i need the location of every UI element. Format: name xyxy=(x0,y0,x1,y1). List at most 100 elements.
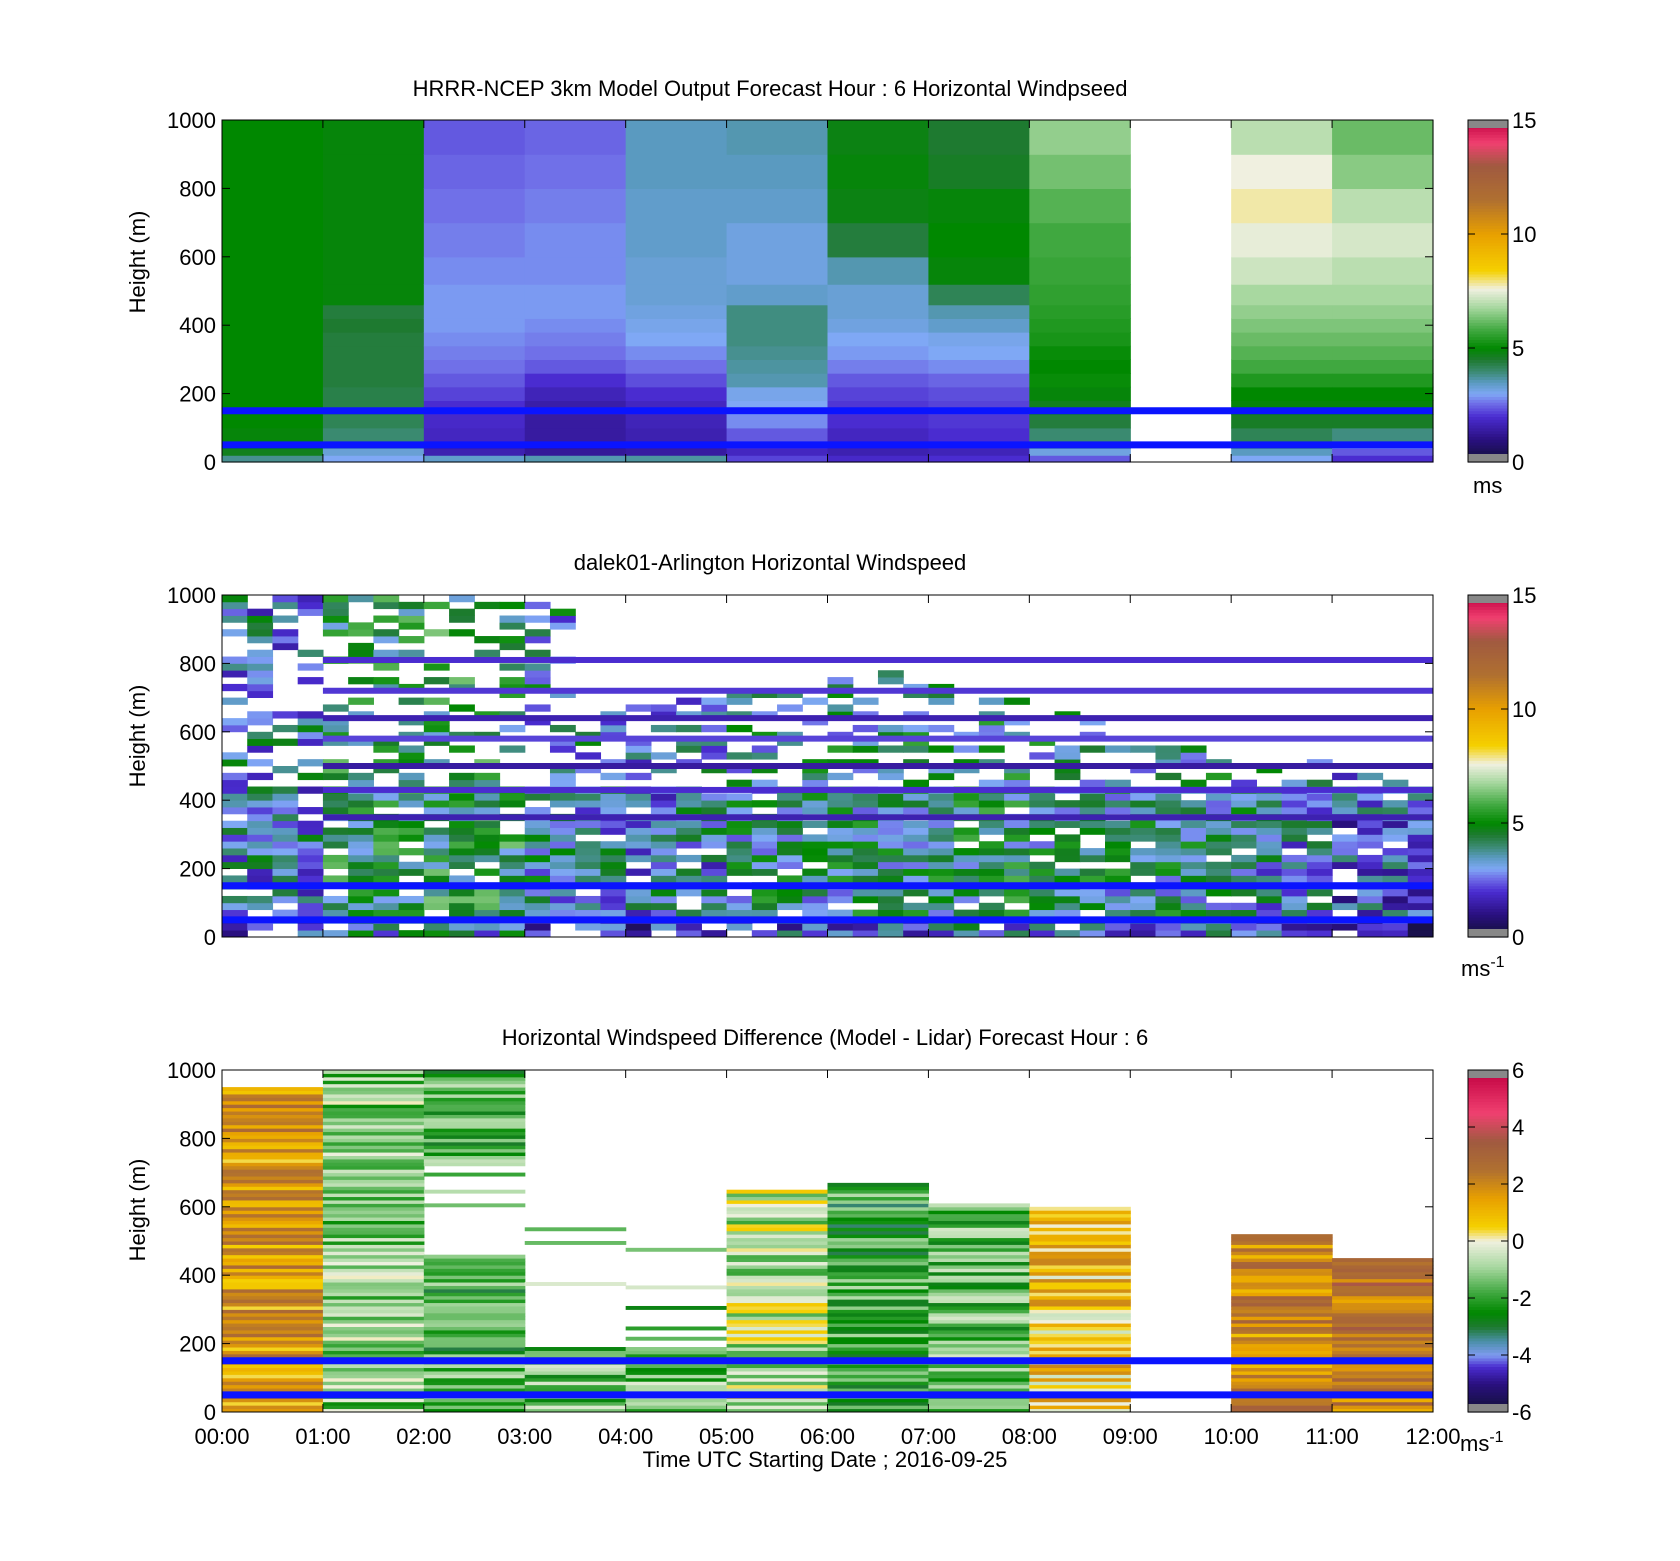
heatmap-cell xyxy=(928,1309,1030,1314)
heatmap-cell xyxy=(423,1408,526,1413)
heatmap-cell xyxy=(625,868,652,876)
heatmap-cell xyxy=(423,1100,526,1105)
heatmap-cell xyxy=(449,827,475,835)
heatmap-cell xyxy=(1004,930,1030,938)
heatmap-cell xyxy=(272,861,299,869)
heatmap-cell xyxy=(222,772,248,781)
heatmap-cell xyxy=(423,1155,526,1160)
heatmap-cell xyxy=(222,1288,324,1293)
x-tick-label: 01:00 xyxy=(295,1424,350,1449)
heatmap-cell xyxy=(827,1210,930,1215)
heatmap-cell xyxy=(600,868,627,876)
heatmap-cell xyxy=(701,711,728,719)
heatmap-cell xyxy=(222,1155,324,1160)
heatmap-cell xyxy=(1155,827,1182,835)
heatmap-cell xyxy=(322,1148,425,1153)
heatmap-cell xyxy=(1105,895,1131,904)
heatmap-cell xyxy=(222,656,248,664)
heatmap-cell xyxy=(1004,827,1030,835)
heatmap-cell xyxy=(247,786,274,794)
heatmap-cell xyxy=(928,683,955,692)
heatmap-cell xyxy=(322,1398,425,1403)
heatmap-cell xyxy=(827,690,854,698)
heatmap-cell xyxy=(827,1384,930,1389)
heatmap-cell xyxy=(726,1384,829,1389)
colorbar-segment xyxy=(1468,1369,1508,1373)
heatmap-cell xyxy=(348,779,374,787)
heatmap-cell xyxy=(222,1213,324,1218)
heatmap-cell xyxy=(272,601,299,610)
heatmap-cell xyxy=(978,718,1005,726)
heatmap-cell xyxy=(322,1114,425,1119)
heatmap-cell xyxy=(322,608,349,616)
heatmap-cell xyxy=(499,875,526,883)
heatmap-cell xyxy=(1332,1299,1434,1304)
heatmap-cell xyxy=(726,1388,829,1392)
heatmap-cell xyxy=(524,889,551,897)
colorbar-segment xyxy=(1468,1289,1508,1293)
colorbar-segment xyxy=(1468,419,1508,423)
heatmap-cell xyxy=(423,861,450,869)
heatmap-cell xyxy=(1004,841,1030,849)
heatmap-cell xyxy=(1029,1247,1131,1252)
heatmap-cell xyxy=(827,834,854,842)
heatmap-cell xyxy=(1029,868,1056,876)
heatmap-cell xyxy=(348,800,374,808)
colorbar-segment xyxy=(1468,145,1508,150)
colorbar-segment xyxy=(1468,880,1508,884)
heatmap-cell xyxy=(1155,930,1182,938)
heatmap-cell xyxy=(1029,1336,1131,1341)
heatmap-cell xyxy=(373,677,400,685)
heatmap-cell xyxy=(726,854,753,863)
heatmap-cell xyxy=(625,1247,728,1252)
colorbar-segment xyxy=(1468,328,1508,332)
heatmap-cell xyxy=(726,766,753,774)
heatmap-cell xyxy=(1155,923,1182,931)
heatmap-cell xyxy=(423,256,526,285)
colorbar-segment xyxy=(1468,154,1508,158)
heatmap-cell xyxy=(953,861,980,869)
heatmap-cell xyxy=(524,1347,627,1351)
heatmap-cell xyxy=(827,1241,930,1245)
heatmap-cell xyxy=(1155,745,1182,753)
heatmap-cell xyxy=(348,738,374,746)
heatmap-cell xyxy=(877,902,904,911)
heatmap-cell xyxy=(222,1275,324,1280)
heatmap-cell xyxy=(1029,1364,1131,1369)
heatmap-cell xyxy=(222,1326,324,1331)
heatmap-cell xyxy=(701,902,728,911)
heatmap-cell xyxy=(322,1117,425,1122)
heatmap-cell xyxy=(751,752,778,760)
heatmap-cell xyxy=(1231,1405,1333,1410)
colorbar-segment xyxy=(1468,626,1508,630)
heatmap-cell xyxy=(348,677,374,685)
heatmap-cell xyxy=(1029,1329,1131,1334)
heatmap-cell xyxy=(272,615,299,623)
heatmap-cell xyxy=(499,683,526,692)
heatmap-cell xyxy=(1382,820,1409,828)
heatmap-cell xyxy=(827,1333,930,1338)
colorbar-segment xyxy=(1468,228,1508,232)
heatmap-cell xyxy=(877,854,904,863)
heatmap-cell xyxy=(524,1398,627,1403)
heatmap-cell xyxy=(928,1377,1030,1382)
heatmap-cell xyxy=(1029,1353,1131,1358)
heatmap-cell xyxy=(1306,820,1333,828)
colorbar-segment xyxy=(1468,1300,1508,1305)
heatmap-cell xyxy=(474,779,501,787)
heatmap-cell xyxy=(852,875,879,883)
heatmap-cell xyxy=(953,889,980,897)
heatmap-cell xyxy=(524,848,551,856)
heatmap-cell xyxy=(676,738,702,746)
heatmap-cell xyxy=(1231,793,1257,801)
heatmap-cell xyxy=(423,1364,526,1369)
colorbar-segment xyxy=(1468,1295,1508,1299)
heatmap-cell xyxy=(827,1278,930,1283)
heatmap-cell xyxy=(928,1271,1030,1276)
heatmap-cell xyxy=(726,868,753,876)
heatmap-cell xyxy=(903,759,930,767)
heatmap-cell xyxy=(802,766,829,774)
heatmap-cell xyxy=(1231,1350,1333,1355)
heatmap-cell xyxy=(827,1247,930,1252)
heatmap-cell xyxy=(524,222,627,258)
